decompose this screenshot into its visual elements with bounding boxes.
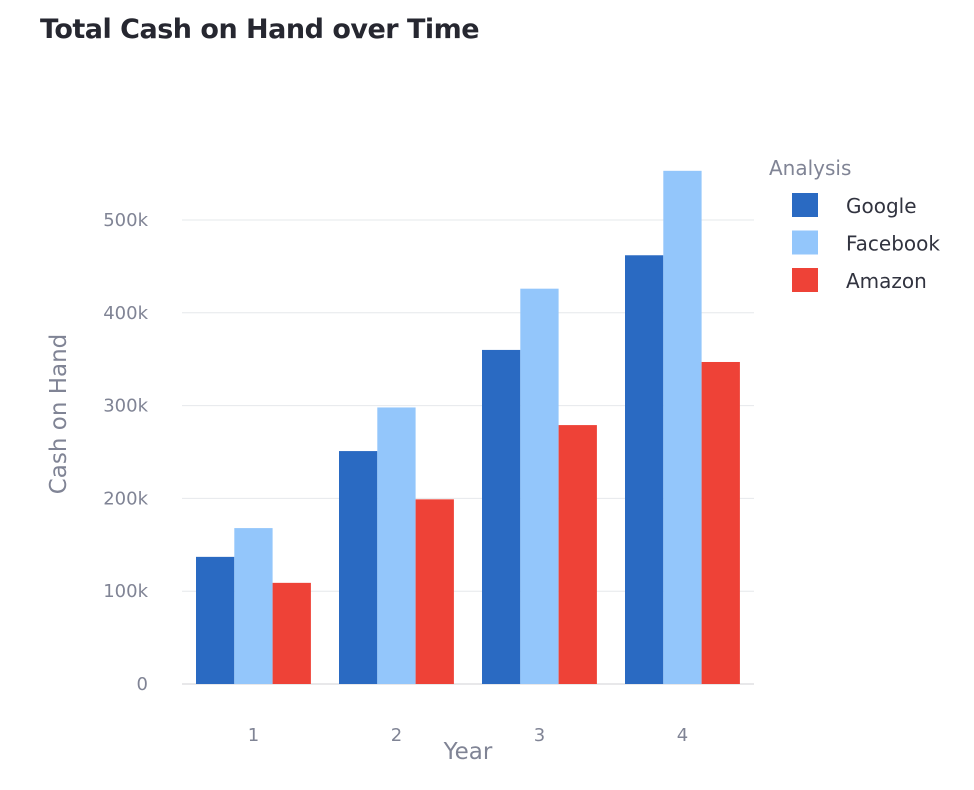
chart-title: Total Cash on Hand over Time (40, 14, 480, 45)
x-axis-ticks: 1 2 3 4 (248, 725, 688, 746)
bar-facebook-year-3[interactable] (520, 288, 559, 684)
x-tick-label: 2 (391, 725, 402, 746)
legend-title: Analysis (769, 156, 851, 180)
bar-amazon-year-4[interactable] (701, 361, 740, 684)
bar-facebook-year-4[interactable] (663, 170, 702, 685)
bar-facebook-year-1[interactable] (234, 528, 273, 684)
bar-amazon-year-1[interactable] (272, 582, 311, 684)
legend: Analysis Google Facebook Amazon (769, 156, 940, 293)
x-tick-label: 3 (534, 725, 545, 746)
legend-swatch-google[interactable] (792, 193, 818, 217)
y-tick-label: 0 (137, 674, 148, 695)
x-axis-title: Year (443, 739, 493, 765)
legend-label-google[interactable]: Google (846, 194, 917, 218)
bar-facebook-year-2[interactable] (377, 407, 416, 684)
bar-google-year-4[interactable] (625, 255, 664, 684)
legend-swatch-amazon[interactable] (792, 268, 818, 292)
bar-google-year-2[interactable] (339, 451, 378, 684)
legend-label-amazon[interactable]: Amazon (846, 269, 927, 293)
bar-amazon-year-2[interactable] (415, 499, 454, 684)
y-tick-label: 400k (103, 303, 148, 324)
bars (196, 170, 740, 685)
y-tick-label: 500k (103, 210, 148, 231)
legend-label-facebook[interactable]: Facebook (846, 232, 940, 256)
y-tick-label: 300k (103, 396, 148, 417)
y-axis-title: Cash on Hand (46, 334, 72, 495)
y-tick-label: 100k (103, 581, 148, 602)
bar-amazon-year-3[interactable] (558, 425, 597, 684)
y-axis-ticks: 0 100k 200k 300k 400k 500k (103, 210, 148, 695)
legend-swatch-facebook[interactable] (792, 230, 818, 255)
y-tick-label: 200k (103, 488, 148, 509)
bar-google-year-1[interactable] (196, 556, 235, 684)
x-tick-label: 1 (248, 725, 259, 746)
x-tick-label: 4 (677, 725, 688, 746)
bar-google-year-3[interactable] (482, 349, 521, 684)
